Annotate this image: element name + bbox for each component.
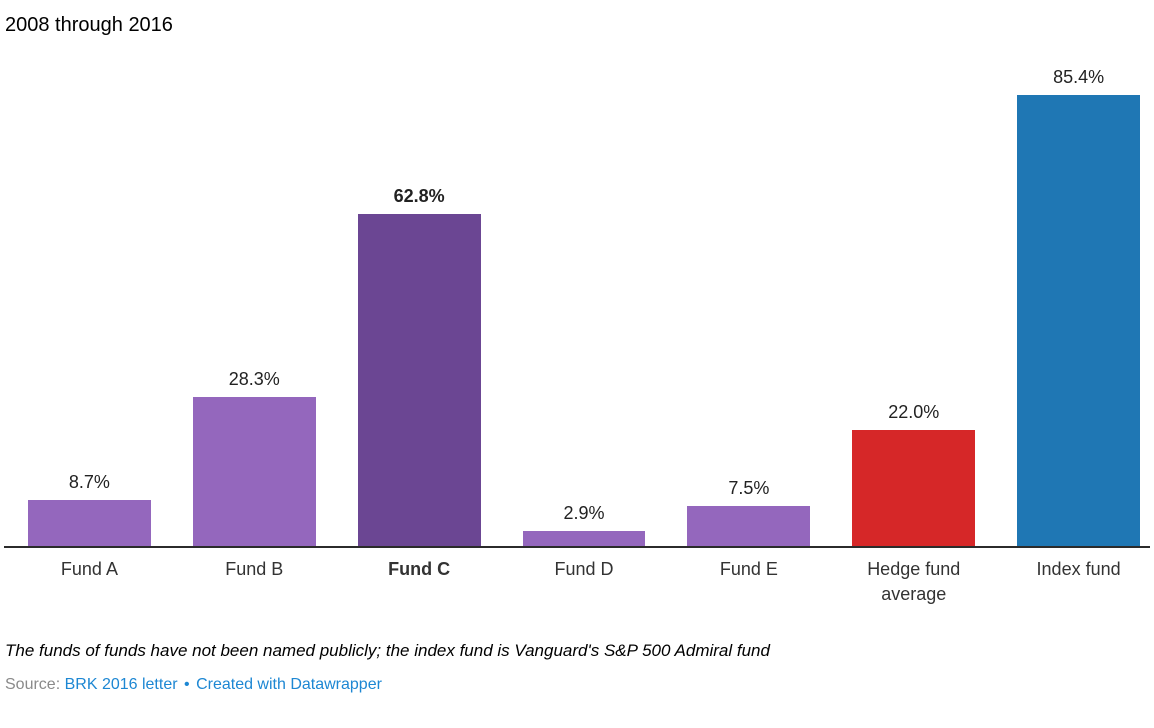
x-axis-label-fund-b: Fund B xyxy=(225,559,284,579)
x-axis-label-hedge-fund-average: Hedge fund average xyxy=(867,559,961,604)
bar-fund-a xyxy=(28,500,151,546)
chart-footer: The funds of funds have not been named p… xyxy=(0,640,1154,695)
bar-column: 2.9% xyxy=(522,502,646,546)
bar-plot: 8.7% 28.3% 62.8% 2.9% 7.5% 22.0% 85.4% xyxy=(4,37,1150,548)
bar-hedge-fund-average xyxy=(852,430,976,546)
chart-footnote: The funds of funds have not been named p… xyxy=(5,641,770,660)
bar-fund-c xyxy=(357,214,481,546)
bar-column: 7.5% xyxy=(687,477,811,546)
source-link-brk[interactable]: BRK 2016 letter xyxy=(64,676,178,693)
chart-header: 2008 through 2016 xyxy=(0,0,1154,37)
bar-value-label: 8.7% xyxy=(68,472,110,492)
bar-fund-b xyxy=(192,397,316,546)
x-axis-label-fund-d: Fund D xyxy=(554,559,614,579)
dot-separator: • xyxy=(184,676,190,693)
bar-value-label: 2.9% xyxy=(563,503,605,523)
bar-value-label: 62.8% xyxy=(393,186,445,206)
bar-column: 28.3% xyxy=(192,368,316,546)
x-axis-labels: Fund A Fund B Fund C Fund D Fund E Hedge fund… xyxy=(4,548,1150,607)
source-line: Source: BRK 2016 letter • Created with D… xyxy=(5,675,1154,695)
source-label: Source: xyxy=(5,676,61,693)
bar-column: 62.8% xyxy=(357,185,481,546)
bar-fund-d xyxy=(522,531,646,546)
bar-value-label: 22.0% xyxy=(888,402,940,422)
x-axis-label-index-fund: Index fund xyxy=(1036,559,1121,579)
bar-column: 22.0% xyxy=(852,401,976,546)
datawrapper-credit-link[interactable]: Created with Datawrapper xyxy=(196,676,382,693)
bar-value-label: 85.4% xyxy=(1053,67,1105,87)
bar-column: 85.4% xyxy=(1017,66,1141,546)
x-axis-label-fund-e: Fund E xyxy=(719,559,778,579)
bar-value-label: 7.5% xyxy=(728,478,770,498)
x-axis-label-fund-c: Fund C xyxy=(388,559,451,579)
bar-column: 8.7% xyxy=(28,471,151,546)
bar-value-label: 28.3% xyxy=(228,369,280,389)
x-axis-label-fund-a: Fund A xyxy=(60,559,118,579)
chart-subtitle: 2008 through 2016 xyxy=(5,14,173,36)
bar-index-fund xyxy=(1017,95,1141,546)
bar-fund-e xyxy=(687,506,811,546)
